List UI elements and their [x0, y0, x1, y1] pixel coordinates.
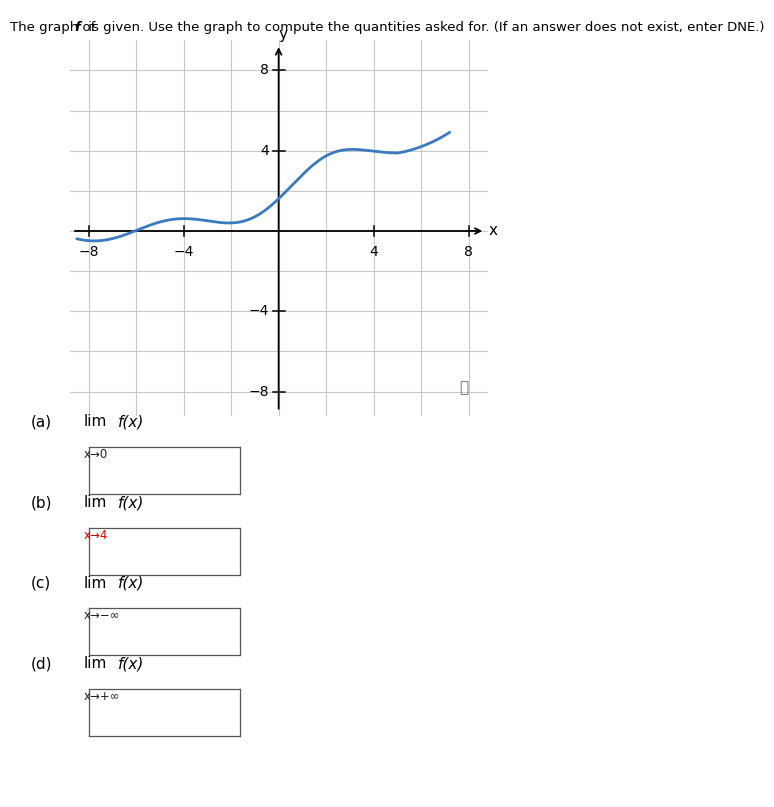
Text: (b): (b) [31, 495, 53, 510]
Text: lim: lim [84, 414, 107, 429]
Text: x→−∞: x→−∞ [84, 609, 120, 622]
Text: lim: lim [84, 575, 107, 591]
Text: −8: −8 [78, 245, 99, 259]
Text: 8: 8 [260, 64, 269, 77]
Text: f(x): f(x) [118, 495, 145, 510]
Text: x: x [489, 224, 498, 239]
Text: lim: lim [84, 656, 107, 671]
Text: The graph of: The graph of [10, 21, 100, 34]
Text: (d): (d) [31, 656, 53, 671]
Text: f(x): f(x) [118, 414, 145, 429]
Text: f(x): f(x) [118, 575, 145, 591]
Text: x→0: x→0 [84, 448, 108, 461]
Text: ⓘ: ⓘ [459, 380, 468, 395]
Text: f(x): f(x) [118, 656, 145, 671]
Text: x→4: x→4 [84, 529, 108, 541]
Text: 8: 8 [464, 245, 473, 259]
Text: −4: −4 [248, 304, 269, 318]
Text: −8: −8 [248, 384, 269, 399]
Text: lim: lim [84, 495, 107, 510]
Text: y: y [279, 27, 288, 42]
Text: is given. Use the graph to compute the quantities asked for. (If an answer does : is given. Use the graph to compute the q… [84, 21, 764, 34]
Text: x→+∞: x→+∞ [84, 690, 120, 703]
Text: (c): (c) [31, 575, 51, 591]
Text: −4: −4 [173, 245, 194, 259]
Text: 4: 4 [260, 144, 269, 157]
Text: (a): (a) [31, 414, 52, 429]
Text: 4: 4 [369, 245, 378, 259]
Text: f: f [74, 21, 80, 34]
